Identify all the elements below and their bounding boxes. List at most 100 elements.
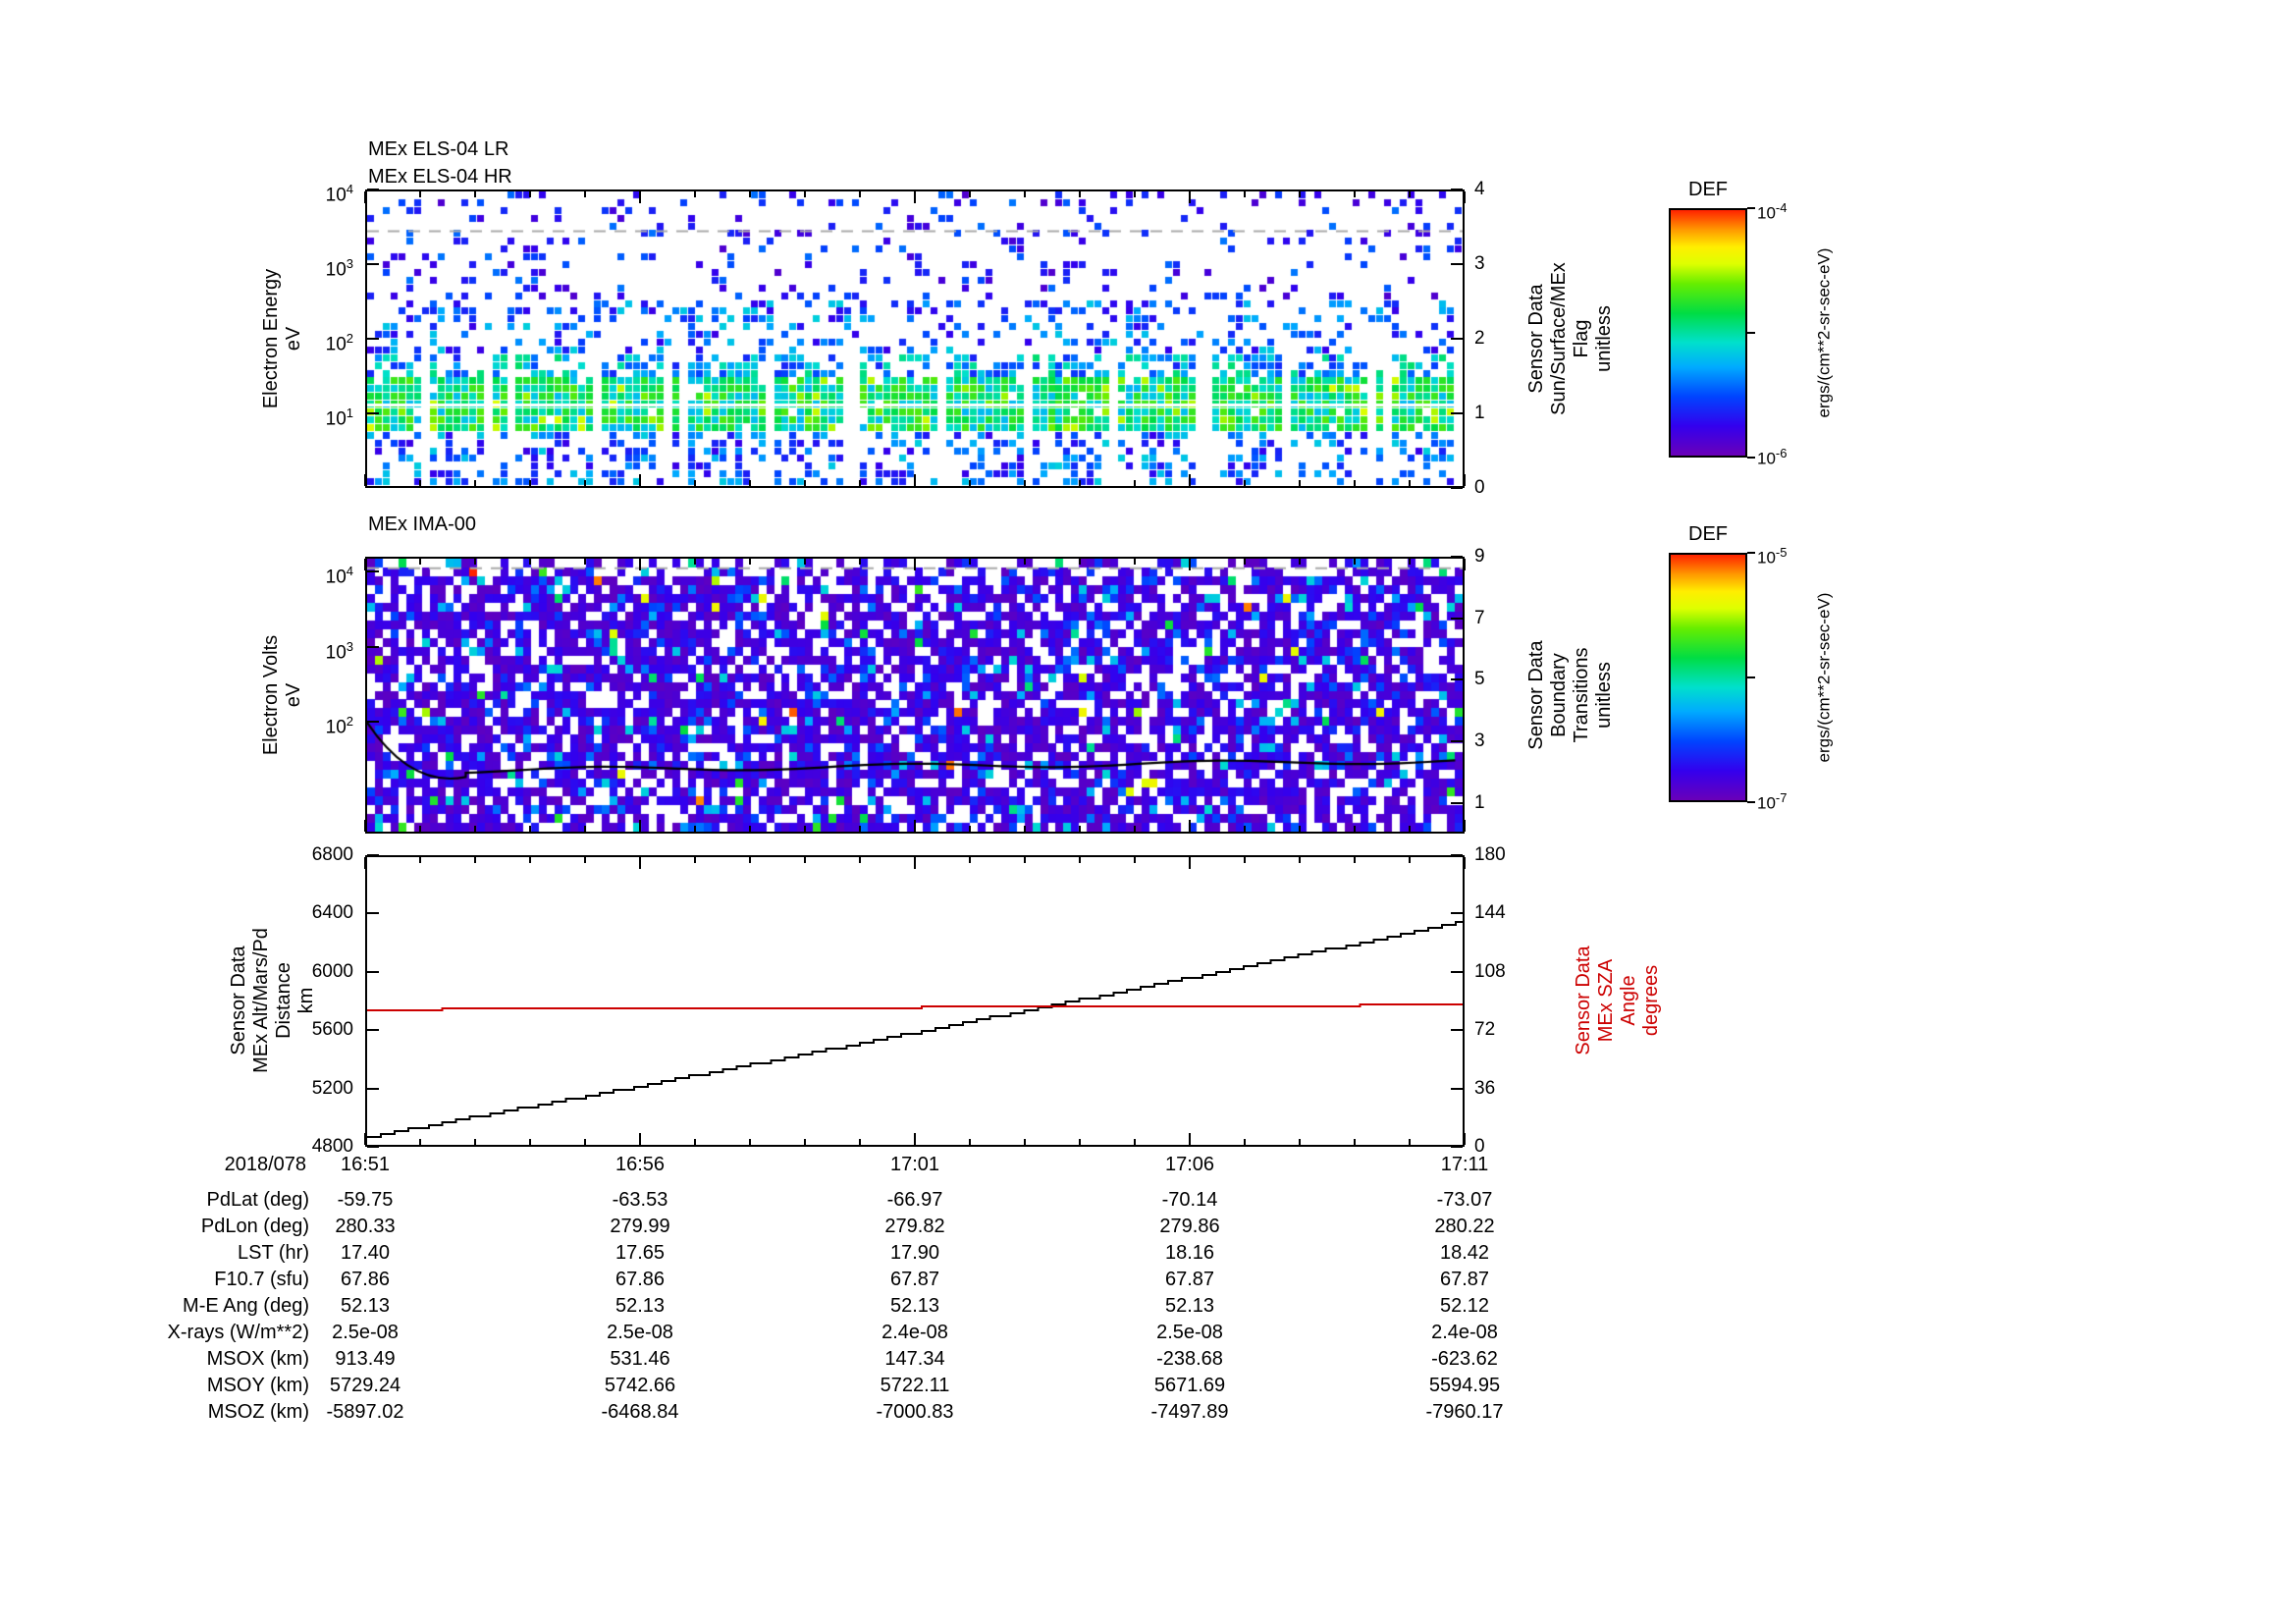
els-right-tick-label: 0 — [1474, 477, 1485, 498]
x-tick-mark-top — [1189, 559, 1191, 570]
x-tick-mark-bottom — [1024, 826, 1026, 832]
x-tick-mark-top — [859, 857, 861, 863]
x-tick-mark-bottom — [1244, 1139, 1246, 1145]
x-tick-mark-bottom — [1244, 480, 1246, 486]
ima-ytick-mark — [367, 570, 379, 573]
x-tick-mark-top — [1464, 191, 1466, 203]
ima-spectrogram-canvas — [367, 559, 1463, 832]
x-tick-mark-bottom — [1354, 1139, 1356, 1145]
x-tick-mark-top — [1189, 191, 1191, 203]
x-tick-mark-bottom — [1134, 480, 1136, 486]
x-tick-mark-bottom — [1024, 480, 1026, 486]
table-cell: 147.34 — [884, 1348, 945, 1370]
sza-line — [367, 1003, 1463, 1011]
ima-right-tick-label: 1 — [1474, 791, 1485, 813]
x-tick-mark-bottom — [749, 826, 751, 832]
table-cell: -70.14 — [1161, 1189, 1218, 1211]
x-tick-mark-top — [639, 559, 641, 570]
x-tick-mark-bottom — [1079, 480, 1081, 486]
line-right-tick-label: 72 — [1474, 1019, 1496, 1041]
els-spectrogram-frame — [365, 189, 1465, 488]
x-tick-mark-bottom — [1134, 1139, 1136, 1145]
x-tick-mark-top — [1134, 857, 1136, 863]
colorbar-tick-mark — [1747, 801, 1755, 803]
x-tick-mark-bottom — [804, 1139, 806, 1145]
table-cell: 52.13 — [1164, 1295, 1215, 1317]
els-panel-title: MEx ELS-04 LR MEx ELS-04 HR — [368, 138, 512, 188]
table-cell: -6468.84 — [601, 1401, 679, 1423]
x-tick-mark-top — [1244, 559, 1246, 565]
x-tick-mark-bottom — [529, 1139, 531, 1145]
colorbar-tick-mark — [1747, 457, 1755, 459]
table-cell: 67.87 — [1164, 1269, 1215, 1290]
table-cell: 279.86 — [1159, 1216, 1220, 1237]
colorbar-tick-mark — [1747, 676, 1755, 678]
x-tick-mark-bottom — [1244, 826, 1246, 832]
colorbar-1-min-label: 10-6 — [1757, 446, 1788, 468]
line-right-tick-mark — [1451, 1088, 1463, 1090]
x-tick-mark-top — [1079, 191, 1081, 197]
x-tick-mark-top — [1079, 857, 1081, 863]
x-tick-mark-top — [804, 857, 806, 863]
line-ytick-mark — [367, 1029, 379, 1031]
line-right-tick-mark — [1451, 971, 1463, 973]
x-tick-mark-bottom — [1409, 826, 1411, 832]
line-ytick-label: 6000 — [311, 960, 353, 982]
table-cell: 17.65 — [614, 1242, 666, 1264]
x-tick-mark-bottom — [694, 826, 696, 832]
x-tick-mark-top — [749, 857, 751, 863]
els-right-tick-label: 3 — [1474, 253, 1485, 274]
els-ytick-label: 104 — [325, 182, 353, 206]
x-tick-mark-bottom — [1024, 1139, 1026, 1145]
x-tick-mark-top — [529, 191, 531, 197]
x-tick-mark-top — [1299, 857, 1301, 863]
x-tick-mark-bottom — [529, 480, 531, 486]
els-ytick-mark — [367, 338, 379, 340]
x-tick-mark-top — [419, 191, 421, 197]
colorbar-2-unit-label: ergs/(cm**2-sr-sec-eV) — [1814, 592, 1834, 763]
x-tick-mark-top — [1354, 191, 1356, 197]
table-row-label: LST (hr) — [238, 1242, 309, 1264]
ima-ytick-mark — [367, 721, 379, 724]
table-cell: 52.13 — [340, 1295, 391, 1317]
line-ytick-label: 5200 — [311, 1077, 353, 1099]
x-tick-mark-bottom — [639, 820, 641, 832]
els-spectrogram-canvas — [367, 191, 1463, 486]
x-tick-mark-bottom — [474, 480, 476, 486]
x-tick-mark-bottom — [914, 1133, 916, 1145]
table-cell: -7960.17 — [1425, 1401, 1504, 1423]
time-tick-label: 16:51 — [340, 1154, 391, 1175]
line-chart-frame — [365, 855, 1465, 1147]
x-tick-mark-top — [1299, 191, 1301, 197]
time-tick-label: 17:06 — [1164, 1154, 1215, 1175]
els-right-tick-mark — [1451, 263, 1463, 265]
table-cell: 2.4e-08 — [881, 1322, 948, 1343]
x-tick-mark-top — [1409, 559, 1411, 565]
line-right-tick-label: 36 — [1474, 1077, 1496, 1099]
x-tick-mark-top — [364, 857, 366, 869]
colorbar-2-max-label: 10-5 — [1757, 545, 1788, 568]
time-tick-label: 17:01 — [889, 1154, 940, 1175]
x-tick-mark-bottom — [1299, 480, 1301, 486]
colorbar-2-min-label: 10-7 — [1757, 790, 1788, 813]
line-right-tick-mark — [1451, 1146, 1463, 1148]
line-ytick-mark — [367, 854, 379, 856]
x-tick-mark-bottom — [584, 1139, 586, 1145]
x-tick-mark-bottom — [1134, 826, 1136, 832]
x-tick-mark-bottom — [419, 480, 421, 486]
ima-right-tick-mark — [1451, 740, 1463, 742]
line-ytick-mark — [367, 971, 379, 973]
x-tick-mark-bottom — [1079, 1139, 1081, 1145]
table-cell: 17.40 — [340, 1242, 391, 1264]
x-tick-mark-bottom — [584, 826, 586, 832]
x-tick-mark-top — [1299, 559, 1301, 565]
table-cell: 2.5e-08 — [1156, 1322, 1223, 1343]
x-tick-mark-top — [859, 191, 861, 197]
colorbar-tick-mark — [1747, 207, 1755, 209]
ima-ytick-label: 102 — [325, 714, 353, 738]
table-cell: 280.33 — [335, 1216, 396, 1237]
altitude-line — [367, 921, 1463, 1138]
x-tick-mark-bottom — [694, 1139, 696, 1145]
els-ytick-label: 102 — [325, 331, 353, 355]
ima-spectrogram-frame — [365, 557, 1465, 834]
